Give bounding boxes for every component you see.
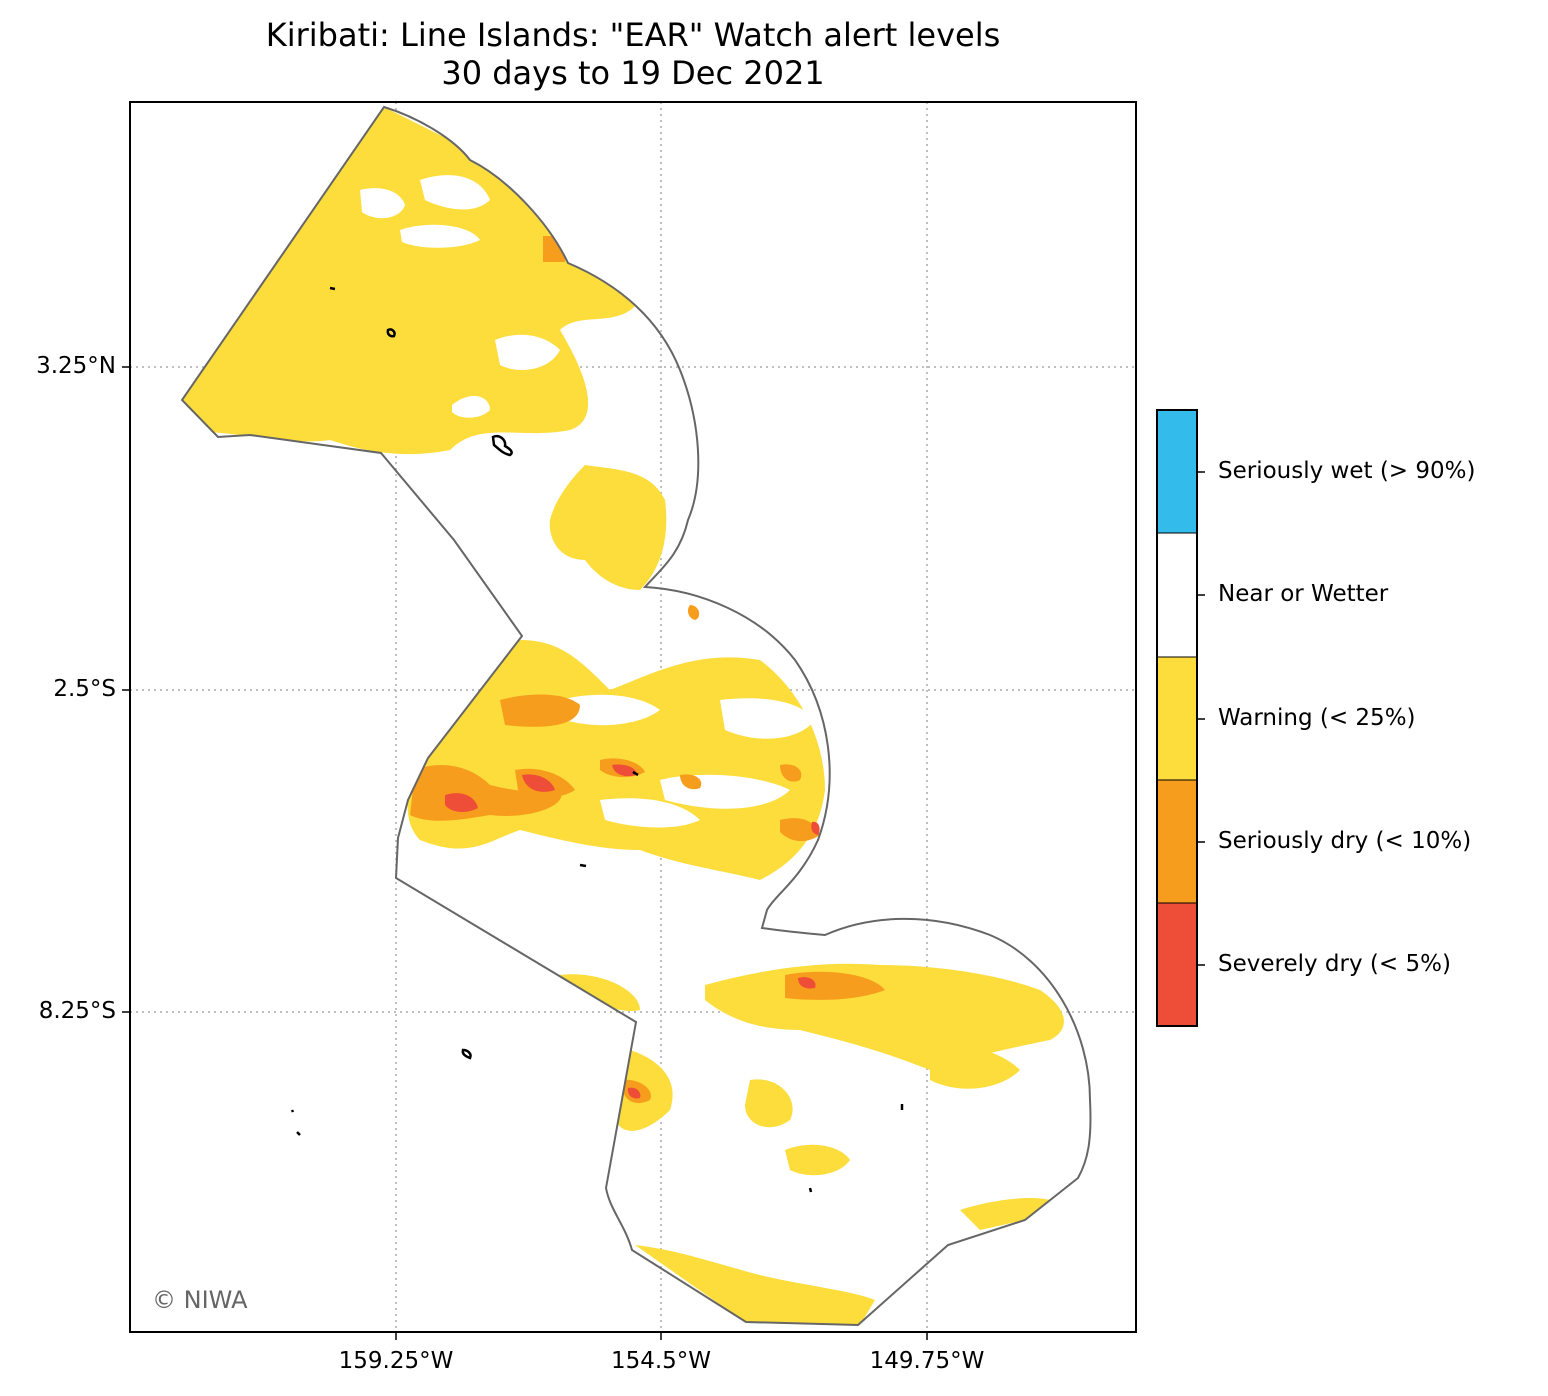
- colorbar-warning: [1157, 657, 1197, 780]
- near-area-7: [600, 798, 700, 828]
- seriously-dry-11: [680, 774, 702, 790]
- severely-dry-6: [811, 821, 820, 835]
- near-area-1: [360, 188, 405, 219]
- warning-area-south-east-2: [960, 1198, 1050, 1230]
- warning-area-south-bottom: [635, 1245, 875, 1325]
- x-tick-label: 149.75°W: [869, 1348, 985, 1374]
- x-tick-label: 159.25°W: [338, 1348, 454, 1374]
- region-boundary: [180, 105, 1092, 1327]
- near-area-4: [495, 334, 560, 370]
- severely-dry-3: [612, 764, 637, 777]
- seriously-dry-2: [500, 694, 580, 727]
- colorbar-severely-dry: [1157, 903, 1197, 1026]
- warning-area-south-east: [930, 1046, 1020, 1089]
- colorbar: [1156, 409, 1205, 1027]
- legend-label-seriously-dry: Seriously dry (< 10%): [1218, 828, 1472, 854]
- axis-ticks: [122, 366, 928, 1340]
- seriously-dry-10: [687, 605, 700, 620]
- y-tick-label: 8.25°S: [38, 998, 116, 1024]
- island-small: [808, 1187, 813, 1193]
- island-kiritimati: [491, 435, 513, 457]
- severely-dry-4: [798, 977, 816, 989]
- severely-dry-areas: [445, 764, 820, 1099]
- warning-area-north: [182, 107, 640, 455]
- island-jarvis: [579, 863, 587, 868]
- map-frame: [129, 101, 1137, 1333]
- warning-area-south-mid: [745, 1079, 793, 1128]
- severely-dry-5: [627, 1087, 641, 1099]
- severely-dry-2: [522, 774, 555, 792]
- island-malden: [632, 770, 639, 777]
- warning-area-south-blob: [785, 1144, 850, 1176]
- alert-shading: [182, 107, 1064, 1325]
- island-starbuck: [461, 1048, 472, 1060]
- y-tick-label: 3.25°N: [36, 353, 116, 379]
- near-area-6: [560, 694, 660, 726]
- island-tabuaeran: [386, 328, 396, 338]
- islands: [290, 286, 904, 1193]
- seriously-dry-9: [780, 764, 802, 782]
- warning-area-south: [705, 963, 1064, 1070]
- near-area-2: [420, 175, 490, 210]
- island-teraina: [329, 286, 336, 291]
- near-area-3: [400, 224, 480, 248]
- colorbar-seriously-dry: [1157, 780, 1197, 903]
- warning-area-central-north: [549, 465, 667, 590]
- legend-label-seriously-wet: Seriously wet (> 90%): [1218, 458, 1476, 484]
- severely-dry-1: [445, 793, 478, 812]
- x-tick-label: 154.5°W: [610, 1348, 712, 1374]
- legend-label-warning: Warning (< 25%): [1218, 705, 1416, 731]
- y-tick-label: 2.5°S: [53, 676, 116, 702]
- colorbar-near-or-wetter: [1157, 533, 1197, 657]
- map-subtitle: 30 days to 19 Dec 2021: [441, 54, 825, 92]
- island-vostok: [290, 1109, 295, 1113]
- legend-label-near-or-wetter: Near or Wetter: [1218, 581, 1389, 607]
- warning-area-south-north: [560, 974, 640, 1011]
- near-area-5: [452, 395, 490, 418]
- map-title: Kiribati: Line Islands: "EAR" Watch aler…: [265, 16, 1001, 54]
- credit-text: © NIWA: [152, 1286, 248, 1314]
- legend-label-severely-dry: Severely dry (< 5%): [1218, 951, 1451, 977]
- island-flint: [296, 1131, 301, 1136]
- near-area-9: [720, 698, 815, 739]
- seriously-dry-6: [780, 818, 820, 842]
- colorbar-seriously-wet: [1157, 410, 1197, 533]
